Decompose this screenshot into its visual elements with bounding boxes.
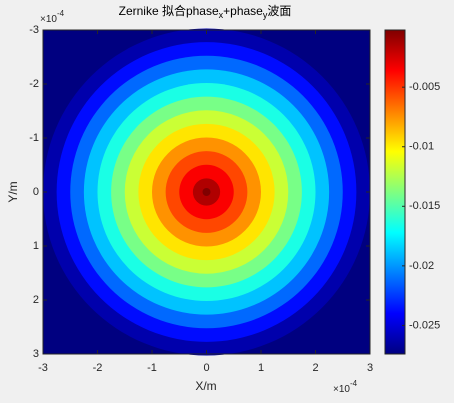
y-tick-label: 0 bbox=[33, 186, 39, 198]
title-part: Zernike 拟合phase bbox=[119, 3, 219, 18]
x-tick-label: -2 bbox=[93, 362, 103, 374]
title-subscript: x bbox=[219, 10, 224, 20]
x-exponent: ×10-4 bbox=[333, 379, 358, 395]
x-tick-label: -1 bbox=[147, 362, 157, 374]
y-tick-label: -2 bbox=[29, 78, 39, 90]
x-tick-label: 1 bbox=[258, 362, 264, 374]
title-subscript: y bbox=[263, 10, 268, 20]
colorbar-tick-label: -0.015 bbox=[409, 200, 440, 212]
exponent-base: ×10 bbox=[40, 14, 57, 25]
y-tick-label: -1 bbox=[29, 132, 39, 144]
exponent-power: -4 bbox=[57, 9, 65, 18]
exponent-base: ×10 bbox=[333, 384, 350, 395]
y-tick-label: 1 bbox=[33, 240, 39, 252]
y-tick-label: -3 bbox=[29, 24, 39, 36]
y-axis-label: Y/m bbox=[6, 181, 20, 202]
colorbar-tick-label: -0.01 bbox=[409, 141, 434, 153]
x-tick-label: 2 bbox=[312, 362, 318, 374]
y-tick-label: 3 bbox=[33, 348, 39, 360]
x-tick-label: 3 bbox=[367, 362, 373, 374]
exponent-power: -4 bbox=[350, 379, 358, 388]
colorbar-tick-label: -0.02 bbox=[409, 260, 434, 272]
colorbar-tick-label: -0.005 bbox=[409, 81, 440, 93]
x-tick-label: -3 bbox=[38, 362, 48, 374]
colorbar bbox=[384, 29, 406, 355]
chart-title: Zernike 拟合phasex+phasey波面 bbox=[119, 3, 292, 20]
x-tick-label: 0 bbox=[203, 362, 209, 374]
title-part: 波面 bbox=[267, 4, 291, 18]
title-part: +phase bbox=[223, 4, 263, 18]
x-axis-label: X/m bbox=[195, 379, 216, 393]
y-exponent: ×10-4 bbox=[40, 9, 65, 25]
y-tick-label: 2 bbox=[33, 294, 39, 306]
heat-ring bbox=[202, 188, 211, 196]
colorbar-tick-label: -0.025 bbox=[409, 319, 440, 331]
